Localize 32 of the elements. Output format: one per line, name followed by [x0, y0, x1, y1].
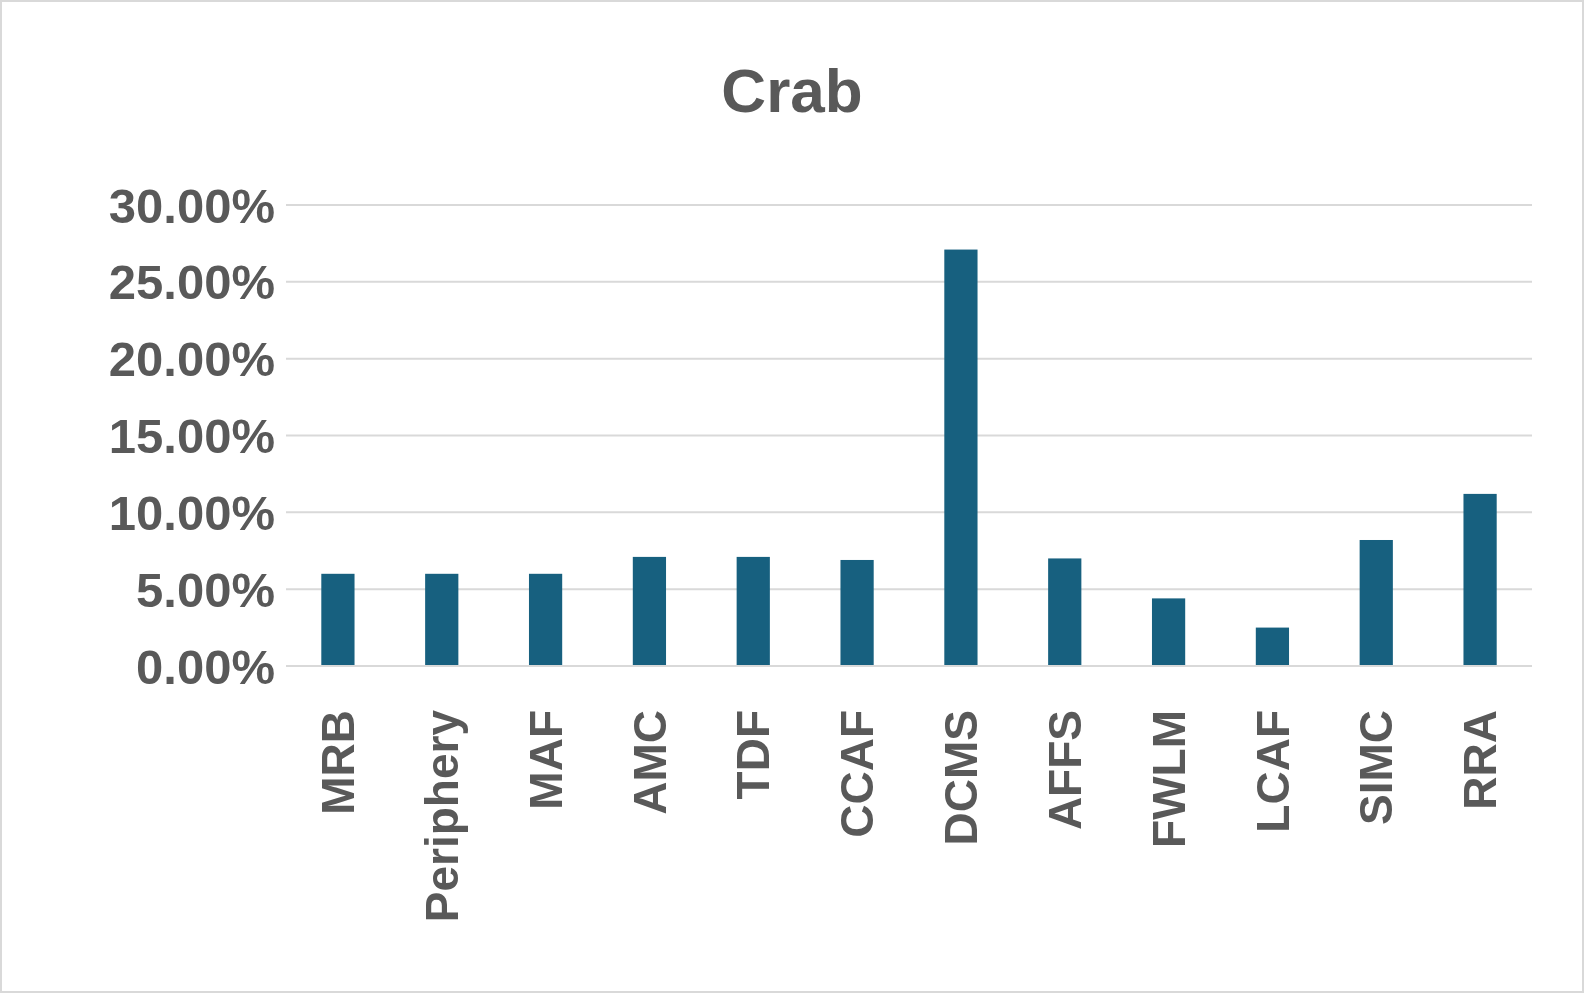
bar: [425, 573, 459, 666]
bar: [1359, 539, 1393, 666]
x-tick-label: DCMS: [935, 710, 988, 846]
bar: [1463, 493, 1497, 666]
x-tick-label: CCAF: [831, 710, 884, 838]
bar: [632, 556, 667, 666]
x-tick-label: Periphery: [415, 709, 468, 923]
bar: [944, 249, 978, 666]
bar: [1151, 598, 1186, 666]
y-tick-label: 30.00%: [108, 178, 275, 233]
y-tick-label: 10.00%: [108, 485, 275, 540]
x-tick-label: AMC: [623, 710, 676, 815]
y-tick-label: 20.00%: [108, 332, 275, 387]
x-tick-label: AFFS: [1038, 710, 1091, 831]
x-tick-label: TDF: [727, 710, 780, 800]
bar: [840, 559, 874, 666]
y-tick-label: 0.00%: [136, 639, 275, 694]
y-tick-label: 15.00%: [108, 409, 275, 464]
bar: [1255, 627, 1290, 666]
bar: [528, 573, 563, 666]
y-tick-label: 5.00%: [136, 562, 275, 617]
bar: [736, 556, 770, 666]
x-tick-label: SIMC: [1350, 710, 1403, 825]
chart-title: Crab: [721, 56, 863, 125]
x-tick-label: MRB: [312, 710, 365, 815]
x-tick-label: MAF: [519, 710, 572, 810]
bar: [1048, 558, 1082, 666]
x-tick-label: FWLM: [1142, 710, 1195, 848]
x-tick-label: LCAF: [1246, 710, 1299, 833]
y-tick-label: 25.00%: [108, 255, 275, 310]
bar: [321, 573, 355, 666]
x-tick-label: RRA: [1454, 710, 1507, 810]
